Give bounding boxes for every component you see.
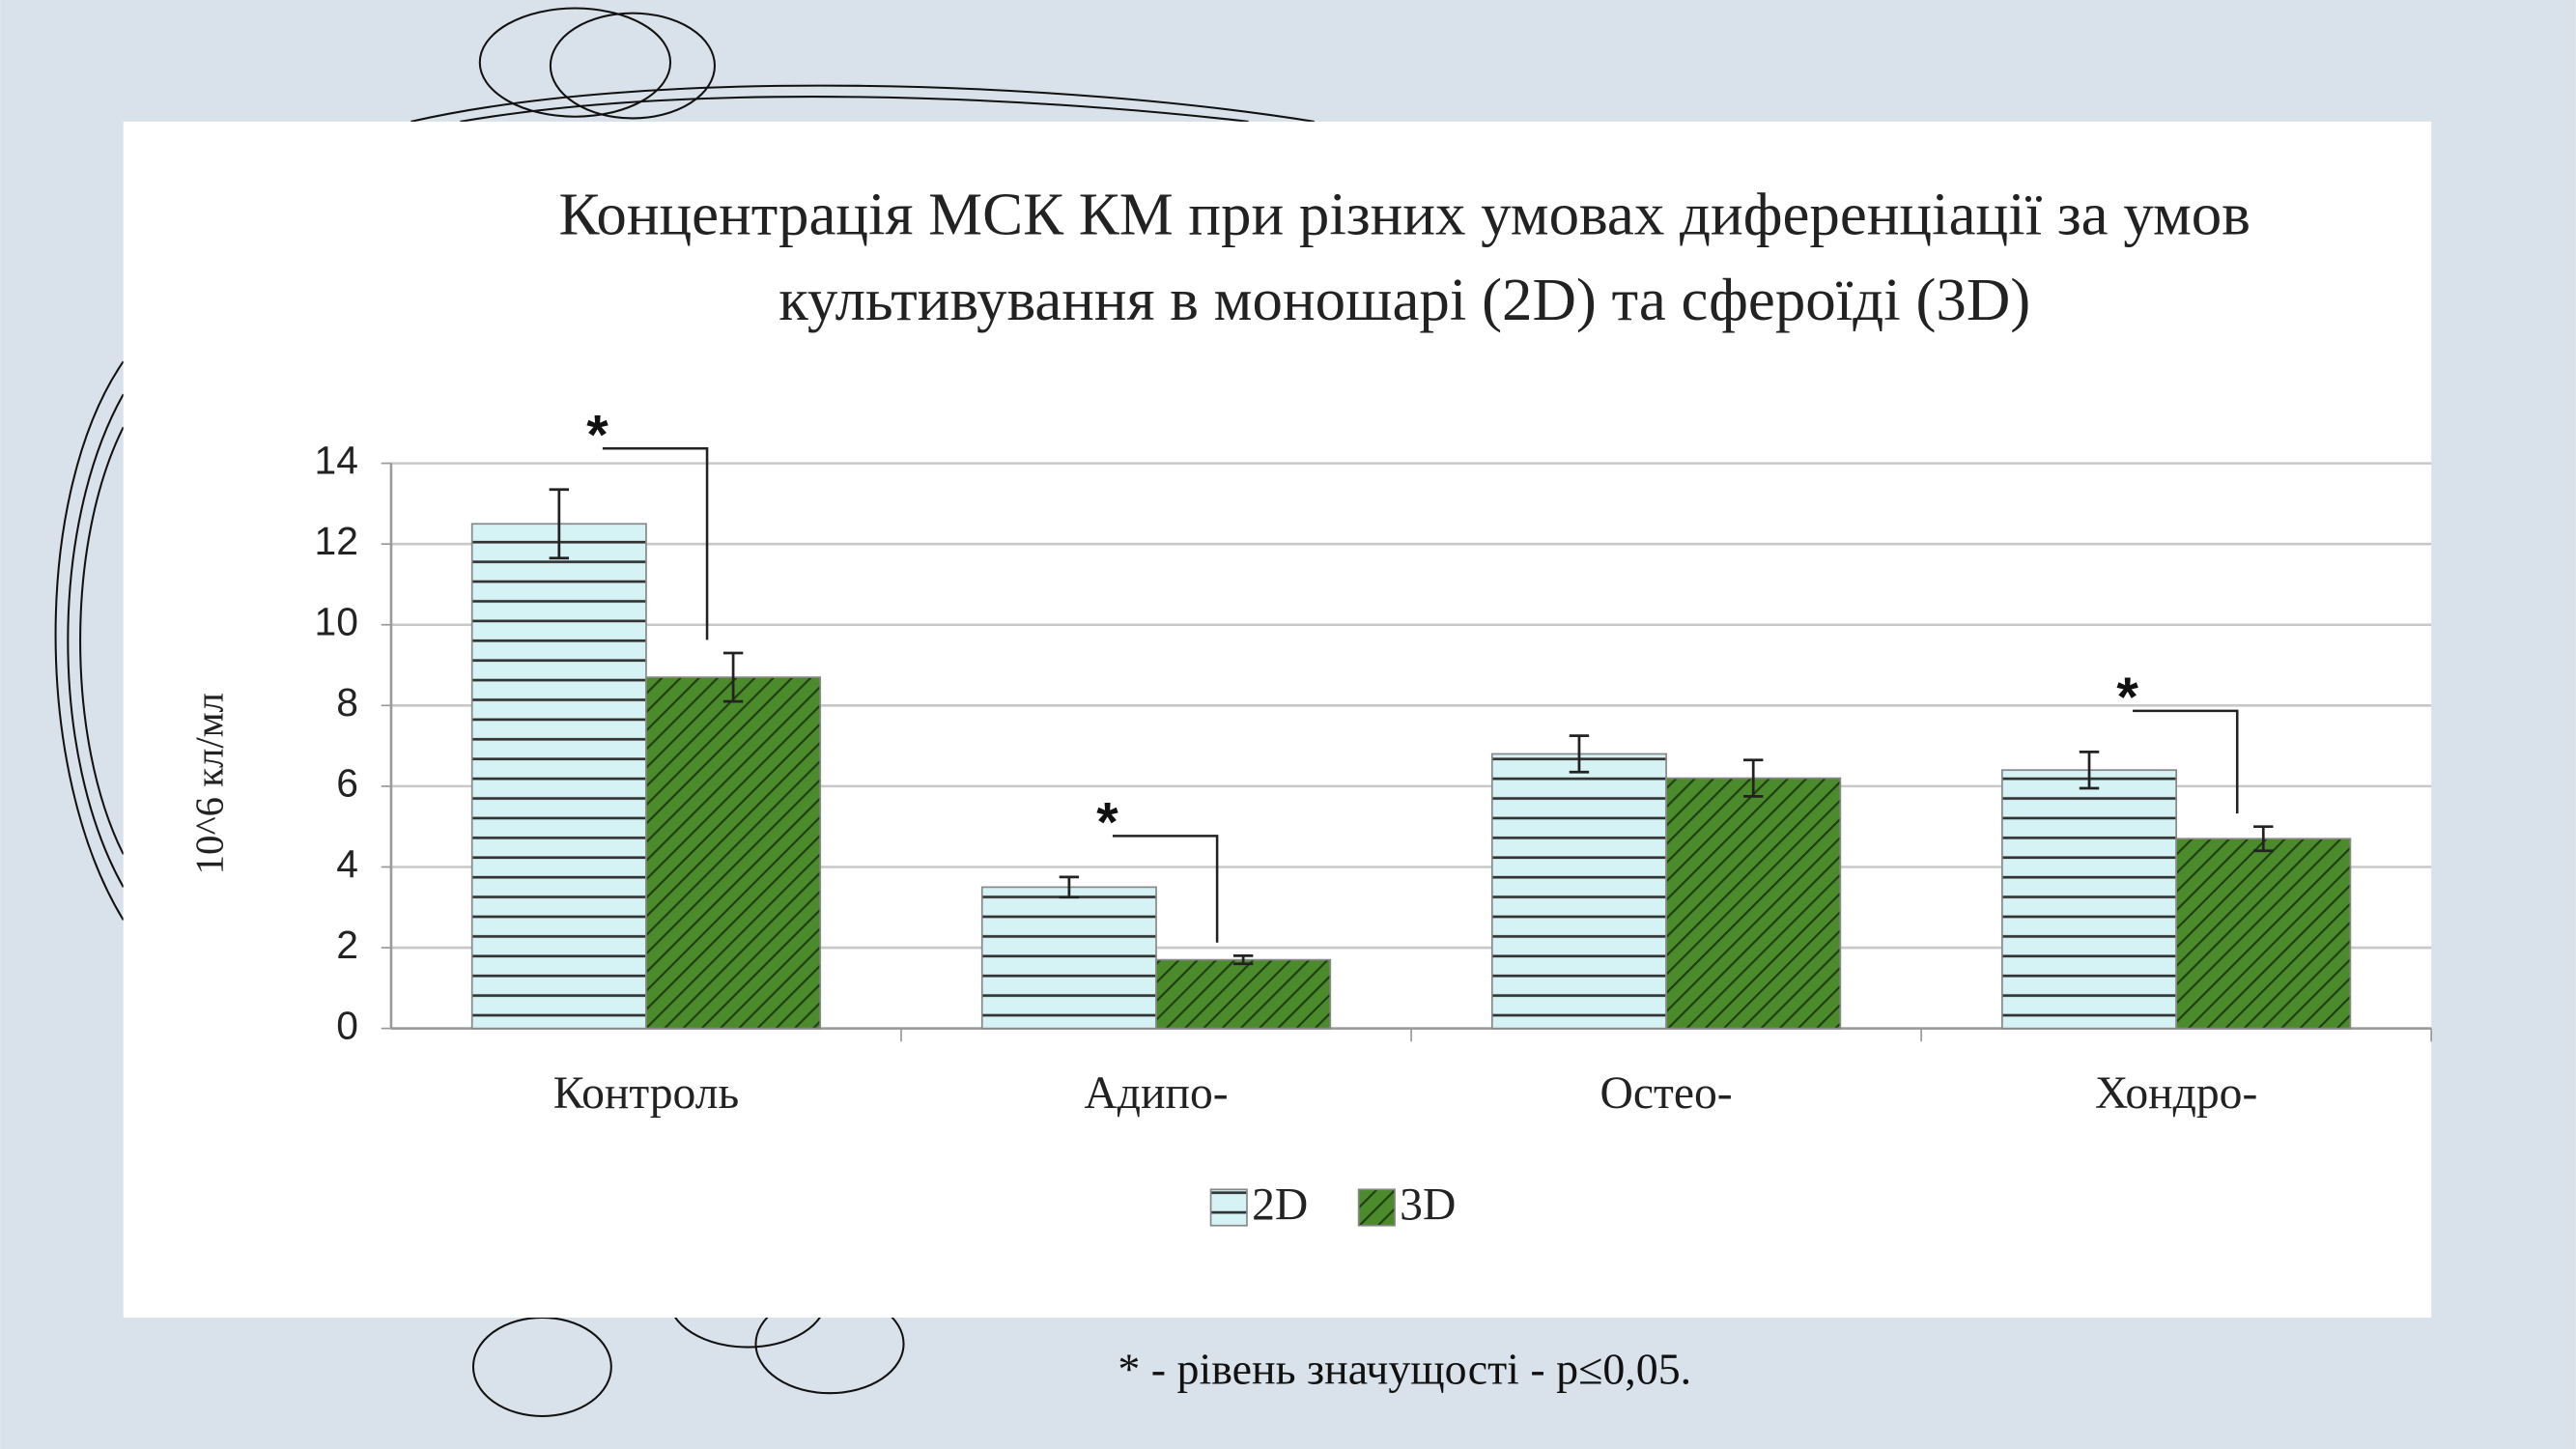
legend-swatch	[1209, 1188, 1248, 1227]
legend-label: 3D	[1400, 1180, 1456, 1231]
chart-title: Концентрація МСК КМ при різних умовах ди…	[559, 180, 2250, 247]
y-axis-label: 10^6 кл/мл	[188, 693, 232, 874]
chart-title: культивування в моношарі (2D) та сфероїд…	[778, 266, 2030, 333]
bar	[2001, 769, 2177, 1030]
footnote: * - рівень значущості - p≤0,05.	[1118, 1344, 1691, 1393]
error-bar	[1232, 954, 1254, 966]
bar	[1665, 777, 1842, 1030]
error-bar	[722, 651, 744, 703]
bar	[470, 523, 647, 1030]
significance-bracket	[2133, 709, 2239, 814]
x-tick-label: Контроль	[553, 1068, 740, 1119]
error-bar	[1059, 875, 1080, 899]
y-tick-label: 4	[336, 841, 358, 886]
significance-bracket	[602, 446, 709, 640]
error-bar	[549, 488, 570, 560]
bar	[1155, 958, 1332, 1030]
x-tick-label: Адипо-	[1084, 1068, 1228, 1119]
bar	[980, 886, 1157, 1030]
x-tick-label: Хондро-	[2095, 1068, 2257, 1119]
y-tick-label: 10	[315, 600, 358, 644]
error-bar	[2079, 751, 2100, 790]
error-bar	[1743, 758, 1764, 798]
annotation: *	[586, 404, 609, 466]
legend-label: 2D	[1252, 1180, 1308, 1231]
significance-bracket	[1112, 835, 1219, 943]
y-tick-label: 8	[336, 680, 358, 724]
x-tick-label: Остео-	[1600, 1068, 1733, 1119]
annotation: *	[1096, 791, 1118, 853]
bar	[645, 676, 822, 1030]
y-tick-label: 6	[336, 761, 358, 806]
error-bar	[2253, 825, 2274, 853]
error-bar	[1569, 734, 1590, 774]
bar	[1490, 753, 1667, 1030]
y-tick-label: 14	[315, 438, 358, 482]
y-tick-label: 2	[336, 923, 358, 967]
y-tick-label: 0	[336, 1003, 358, 1047]
y-tick-label: 12	[315, 519, 358, 563]
legend-swatch	[1357, 1188, 1396, 1227]
bar	[2175, 838, 2352, 1030]
decoration	[54, 7, 1315, 1418]
annotation: *	[2116, 667, 2138, 728]
